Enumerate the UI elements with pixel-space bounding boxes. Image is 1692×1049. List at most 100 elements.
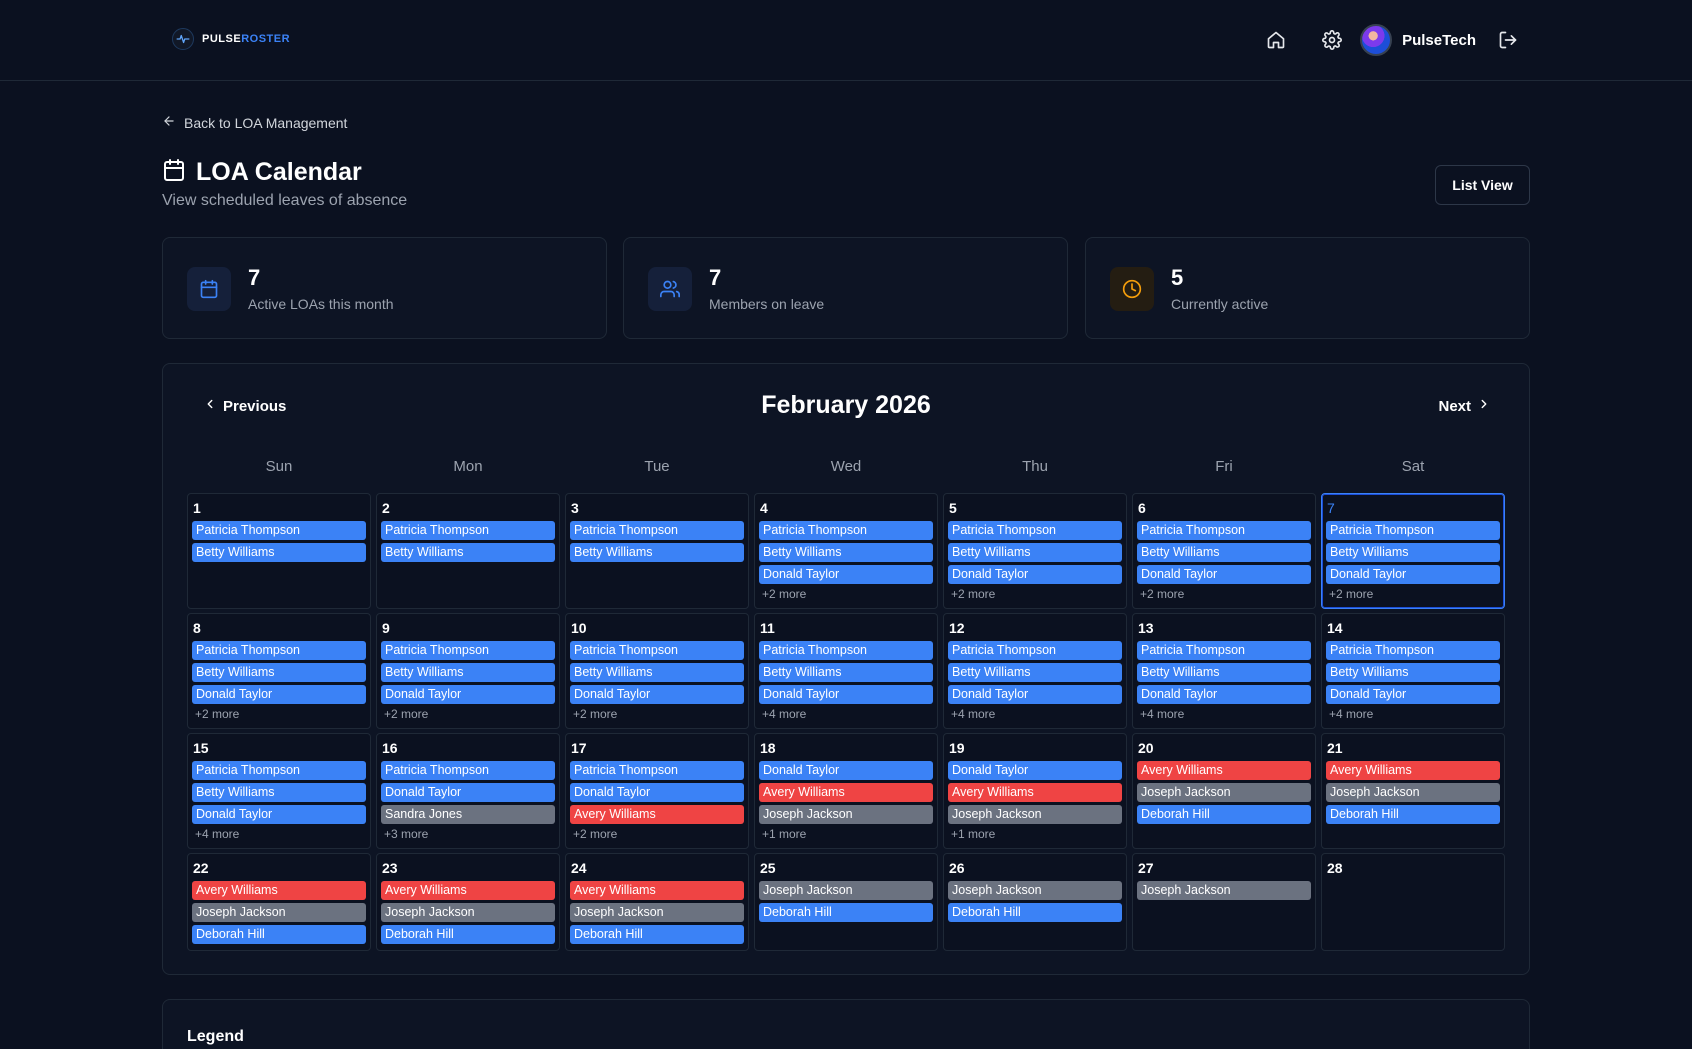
loa-event[interactable]: Betty Williams bbox=[1137, 663, 1311, 682]
loa-event[interactable]: Patricia Thompson bbox=[381, 521, 555, 540]
loa-event[interactable]: Patricia Thompson bbox=[192, 521, 366, 540]
loa-event[interactable]: Avery Williams bbox=[570, 805, 744, 824]
back-to-loa-management-link[interactable]: Back to LOA Management bbox=[162, 114, 347, 131]
calendar-day-20[interactable]: 20 Avery Williams Joseph Jackson Deborah Hi… bbox=[1132, 733, 1316, 849]
calendar-day-27[interactable]: 27 Joseph Jackson bbox=[1132, 853, 1316, 951]
calendar-day-23[interactable]: 23 Avery Williams Joseph Jackson Deborah Hi… bbox=[376, 853, 560, 951]
loa-event[interactable]: Joseph Jackson bbox=[1137, 783, 1311, 802]
loa-event[interactable]: Betty Williams bbox=[381, 663, 555, 682]
loa-event[interactable]: Betty Williams bbox=[948, 543, 1122, 562]
more-events-link[interactable]: +2 more bbox=[951, 587, 996, 601]
more-events-link[interactable]: +2 more bbox=[1329, 587, 1374, 601]
loa-event[interactable]: Betty Williams bbox=[759, 663, 933, 682]
previous-month-button[interactable]: Previous bbox=[203, 394, 286, 418]
loa-event[interactable]: Betty Williams bbox=[759, 543, 933, 562]
loa-event[interactable]: Donald Taylor bbox=[759, 685, 933, 704]
more-events-link[interactable]: +4 more bbox=[762, 707, 807, 721]
logout-icon[interactable] bbox=[1494, 26, 1522, 54]
calendar-day-21[interactable]: 21 Avery Williams Joseph Jackson Deborah Hi… bbox=[1321, 733, 1505, 849]
loa-event[interactable]: Patricia Thompson bbox=[1137, 641, 1311, 660]
loa-event[interactable]: Donald Taylor bbox=[570, 783, 744, 802]
loa-event[interactable]: Patricia Thompson bbox=[759, 641, 933, 660]
loa-event[interactable]: Patricia Thompson bbox=[1326, 641, 1500, 660]
calendar-day-18[interactable]: 18 Donald Taylor Avery Williams Joseph Jack… bbox=[754, 733, 938, 849]
loa-event[interactable]: Avery Williams bbox=[192, 881, 366, 900]
loa-event[interactable]: Betty Williams bbox=[192, 663, 366, 682]
username[interactable]: PulseTech bbox=[1402, 31, 1476, 49]
loa-event[interactable]: Patricia Thompson bbox=[948, 521, 1122, 540]
loa-event[interactable]: Deborah Hill bbox=[948, 903, 1122, 922]
loa-event[interactable]: Donald Taylor bbox=[1137, 565, 1311, 584]
loa-event[interactable]: Donald Taylor bbox=[948, 685, 1122, 704]
loa-event[interactable]: Betty Williams bbox=[948, 663, 1122, 682]
loa-event[interactable]: Avery Williams bbox=[1326, 761, 1500, 780]
loa-event[interactable]: Donald Taylor bbox=[1137, 685, 1311, 704]
loa-event[interactable]: Sandra Jones bbox=[381, 805, 555, 824]
calendar-day-22[interactable]: 22 Avery Williams Joseph Jackson Deborah Hi… bbox=[187, 853, 371, 951]
calendar-day-26[interactable]: 26 Joseph Jackson Deborah Hill bbox=[943, 853, 1127, 951]
loa-event[interactable]: Donald Taylor bbox=[759, 565, 933, 584]
loa-event[interactable]: Joseph Jackson bbox=[948, 881, 1122, 900]
loa-event[interactable]: Betty Williams bbox=[1326, 663, 1500, 682]
loa-event[interactable]: Joseph Jackson bbox=[1326, 783, 1500, 802]
loa-event[interactable]: Deborah Hill bbox=[570, 925, 744, 944]
loa-event[interactable]: Betty Williams bbox=[192, 543, 366, 562]
more-events-link[interactable]: +3 more bbox=[384, 827, 429, 841]
loa-event[interactable]: Betty Williams bbox=[1137, 543, 1311, 562]
loa-event[interactable]: Donald Taylor bbox=[1326, 685, 1500, 704]
loa-event[interactable]: Donald Taylor bbox=[948, 565, 1122, 584]
calendar-day-12[interactable]: 12 Patricia Thompson Betty Williams Donald … bbox=[943, 613, 1127, 729]
calendar-day-13[interactable]: 13 Patricia Thompson Betty Williams Donald … bbox=[1132, 613, 1316, 729]
more-events-link[interactable]: +2 more bbox=[195, 707, 240, 721]
calendar-day-4[interactable]: 4 Patricia Thompson Betty Williams Donald T… bbox=[754, 493, 938, 609]
calendar-day-3[interactable]: 3 Patricia Thompson Betty Williams bbox=[565, 493, 749, 609]
loa-event[interactable]: Joseph Jackson bbox=[759, 805, 933, 824]
loa-event[interactable]: Avery Williams bbox=[759, 783, 933, 802]
loa-event[interactable]: Avery Williams bbox=[948, 783, 1122, 802]
more-events-link[interactable]: +2 more bbox=[762, 587, 807, 601]
loa-event[interactable]: Donald Taylor bbox=[381, 685, 555, 704]
next-month-button[interactable]: Next bbox=[1438, 394, 1491, 418]
gear-icon[interactable] bbox=[1318, 26, 1346, 54]
loa-event[interactable]: Avery Williams bbox=[1137, 761, 1311, 780]
more-events-link[interactable]: +2 more bbox=[384, 707, 429, 721]
loa-event[interactable]: Patricia Thompson bbox=[948, 641, 1122, 660]
loa-event[interactable]: Betty Williams bbox=[570, 663, 744, 682]
calendar-day-24[interactable]: 24 Avery Williams Joseph Jackson Deborah Hi… bbox=[565, 853, 749, 951]
more-events-link[interactable]: +4 more bbox=[1140, 707, 1185, 721]
loa-event[interactable]: Donald Taylor bbox=[948, 761, 1122, 780]
more-events-link[interactable]: +4 more bbox=[195, 827, 240, 841]
loa-event[interactable]: Joseph Jackson bbox=[192, 903, 366, 922]
more-events-link[interactable]: +4 more bbox=[1329, 707, 1374, 721]
loa-event[interactable]: Donald Taylor bbox=[1326, 565, 1500, 584]
brand[interactable]: PULSEROSTER bbox=[172, 28, 290, 50]
calendar-day-28[interactable]: 28 bbox=[1321, 853, 1505, 951]
more-events-link[interactable]: +2 more bbox=[1140, 587, 1185, 601]
loa-event[interactable]: Patricia Thompson bbox=[759, 521, 933, 540]
loa-event[interactable]: Deborah Hill bbox=[1326, 805, 1500, 824]
calendar-day-17[interactable]: 17 Patricia Thompson Donald Taylor Avery Wi… bbox=[565, 733, 749, 849]
loa-event[interactable]: Joseph Jackson bbox=[381, 903, 555, 922]
loa-event[interactable]: Avery Williams bbox=[570, 881, 744, 900]
more-events-link[interactable]: +2 more bbox=[573, 827, 618, 841]
more-events-link[interactable]: +2 more bbox=[573, 707, 618, 721]
loa-event[interactable]: Donald Taylor bbox=[192, 805, 366, 824]
calendar-day-9[interactable]: 9 Patricia Thompson Betty Williams Donald T… bbox=[376, 613, 560, 729]
loa-event[interactable]: Patricia Thompson bbox=[192, 641, 366, 660]
loa-event[interactable]: Betty Williams bbox=[1326, 543, 1500, 562]
calendar-day-6[interactable]: 6 Patricia Thompson Betty Williams Donald T… bbox=[1132, 493, 1316, 609]
loa-event[interactable]: Patricia Thompson bbox=[1326, 521, 1500, 540]
loa-event[interactable]: Patricia Thompson bbox=[381, 641, 555, 660]
calendar-day-1[interactable]: 1 Patricia Thompson Betty Williams bbox=[187, 493, 371, 609]
more-events-link[interactable]: +1 more bbox=[951, 827, 996, 841]
loa-event[interactable]: Patricia Thompson bbox=[570, 641, 744, 660]
calendar-day-14[interactable]: 14 Patricia Thompson Betty Williams Donald … bbox=[1321, 613, 1505, 729]
calendar-day-10[interactable]: 10 Patricia Thompson Betty Williams Donald … bbox=[565, 613, 749, 729]
loa-event[interactable]: Donald Taylor bbox=[570, 685, 744, 704]
loa-event[interactable]: Deborah Hill bbox=[1137, 805, 1311, 824]
list-view-button[interactable]: List View bbox=[1435, 165, 1530, 205]
loa-event[interactable]: Deborah Hill bbox=[381, 925, 555, 944]
calendar-day-16[interactable]: 16 Patricia Thompson Donald Taylor Sandra J… bbox=[376, 733, 560, 849]
loa-event[interactable]: Deborah Hill bbox=[192, 925, 366, 944]
calendar-day-2[interactable]: 2 Patricia Thompson Betty Williams bbox=[376, 493, 560, 609]
